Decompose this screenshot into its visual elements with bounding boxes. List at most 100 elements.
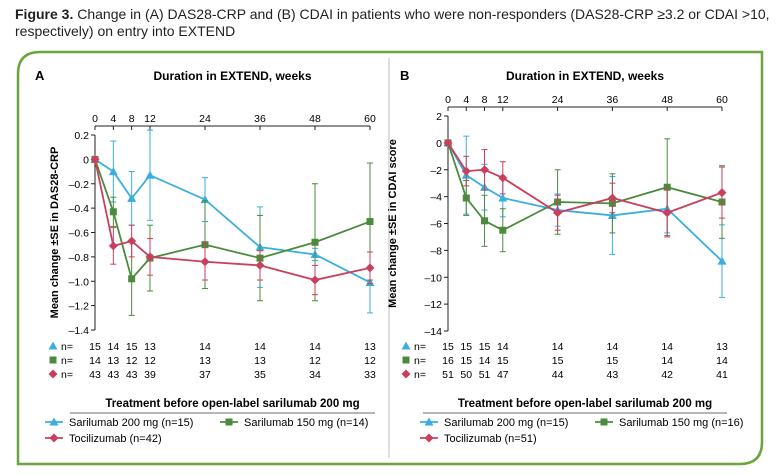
x-tick-label: 12: [144, 113, 156, 125]
legend-marker: [49, 417, 59, 426]
y-tick-label: 2: [436, 111, 442, 123]
n-value: 15: [607, 355, 619, 367]
panel-b: B Duration in EXTEND, weeks20–2–4–6–8–10–…: [387, 68, 743, 445]
data-point: [109, 208, 117, 216]
x-tick-label: 8: [482, 94, 488, 106]
n-value: 15: [89, 341, 101, 353]
y-tick-label: –0.4: [69, 203, 90, 215]
y-tick-label: 0: [436, 138, 442, 150]
x-tick-label: 48: [309, 113, 321, 125]
n-row-label: n=: [61, 369, 73, 381]
series-line: [94, 159, 371, 281]
data-point: [498, 193, 508, 202]
data-point: [255, 260, 265, 270]
n-row-label: n=: [414, 369, 426, 381]
legend-marker: [424, 417, 434, 426]
series-line: [447, 142, 723, 232]
data-point: [145, 170, 155, 179]
figure-frame: [16, 50, 764, 466]
legend-label: Tocilizumab (n=42): [69, 433, 162, 445]
n-value: 12: [126, 355, 138, 367]
n-value: 14: [309, 341, 321, 353]
n-value: 47: [497, 369, 509, 381]
y-tick-label: –4: [430, 192, 442, 204]
y-tick-label: –12: [424, 299, 442, 311]
data-point: [108, 167, 118, 176]
series-tocilizumab: [90, 154, 375, 296]
data-point: [127, 193, 137, 202]
n-row-label: n=: [61, 341, 73, 353]
data-point: [128, 275, 136, 283]
n-row-marker: [48, 341, 58, 350]
data-point: [498, 173, 508, 183]
data-point: [145, 252, 155, 262]
n-value: 15: [460, 355, 472, 367]
legend-label: Sarilumab 150 mg (n=16): [619, 417, 743, 429]
data-point: [662, 208, 672, 218]
x-tick-label: 24: [199, 113, 211, 125]
y-tick-label: –0.8: [69, 252, 90, 264]
n-value: 13: [254, 355, 266, 367]
data-point: [480, 165, 490, 175]
series-sarilumab200: [443, 135, 727, 298]
x-tick-label: 60: [716, 94, 728, 106]
panel-a: A Duration in EXTEND, weeks0.20–0.2–0.4–0…: [35, 68, 376, 445]
n-row-marker: [401, 369, 411, 379]
x-tick-label: 48: [661, 94, 673, 106]
n-row-label: n=: [414, 355, 426, 367]
n-value: 12: [144, 355, 156, 367]
n-row-label: n=: [61, 355, 73, 367]
x-tick-label: 36: [254, 113, 266, 125]
y-tick-label: –2: [430, 165, 442, 177]
data-point: [365, 263, 375, 273]
n-value: 16: [442, 355, 454, 367]
n-row-marker: [401, 341, 411, 350]
legend-label: Tocilizumab (n=51): [444, 433, 537, 445]
n-value: 15: [552, 355, 564, 367]
n-value: 13: [107, 355, 119, 367]
n-value: 43: [126, 369, 138, 381]
n-value: 43: [89, 369, 101, 381]
panel-letter: B: [400, 68, 409, 83]
n-value: 15: [460, 341, 472, 353]
series-sarilumab150: [444, 138, 726, 253]
n-value: 14: [89, 355, 101, 367]
n-row-marker: [49, 356, 57, 364]
n-value: 13: [144, 341, 156, 353]
y-axis-label: Mean change ±SE in CDAI score: [387, 139, 399, 308]
x-tick-label: 36: [607, 94, 619, 106]
series-sarilumab150: [91, 155, 374, 316]
data-point: [462, 194, 470, 202]
n-value: 14: [552, 341, 564, 353]
n-value: 41: [716, 369, 728, 381]
data-point: [443, 138, 453, 148]
n-value: 12: [309, 355, 321, 367]
legend-marker: [49, 433, 59, 443]
figure-label: Figure 3.: [15, 6, 74, 22]
n-value: 14: [479, 355, 491, 367]
data-point: [717, 188, 727, 198]
n-value: 14: [199, 341, 211, 353]
x-tick-label: 4: [463, 94, 469, 106]
legend-marker: [225, 418, 233, 426]
y-tick-label: –1.0: [69, 276, 90, 288]
legend-label: Sarilumab 200 mg (n=15): [69, 417, 193, 429]
n-value: 43: [607, 369, 619, 381]
n-value: 12: [364, 355, 376, 367]
legend-marker: [600, 418, 608, 426]
data-point: [127, 236, 137, 246]
n-value: 14: [716, 355, 728, 367]
n-value: 13: [716, 341, 728, 353]
y-tick-label: 0.2: [74, 130, 89, 142]
series-tocilizumab: [443, 138, 727, 238]
x-axis-title: Duration in EXTEND, weeks: [506, 69, 664, 83]
n-value: 15: [497, 355, 509, 367]
y-tick-label: –0.2: [69, 179, 90, 191]
figure-caption: Figure 3. Change in (A) DAS28-CRP and (B…: [15, 6, 775, 40]
legend-label: Sarilumab 150 mg (n=14): [244, 417, 368, 429]
legend-title: Treatment before open-label sarilumab 20…: [458, 398, 712, 410]
y-tick-label: –8: [430, 245, 442, 257]
figure-caption-text: Change in (A) DAS28-CRP and (B) CDAI in …: [15, 6, 770, 39]
n-row-marker: [48, 369, 58, 379]
